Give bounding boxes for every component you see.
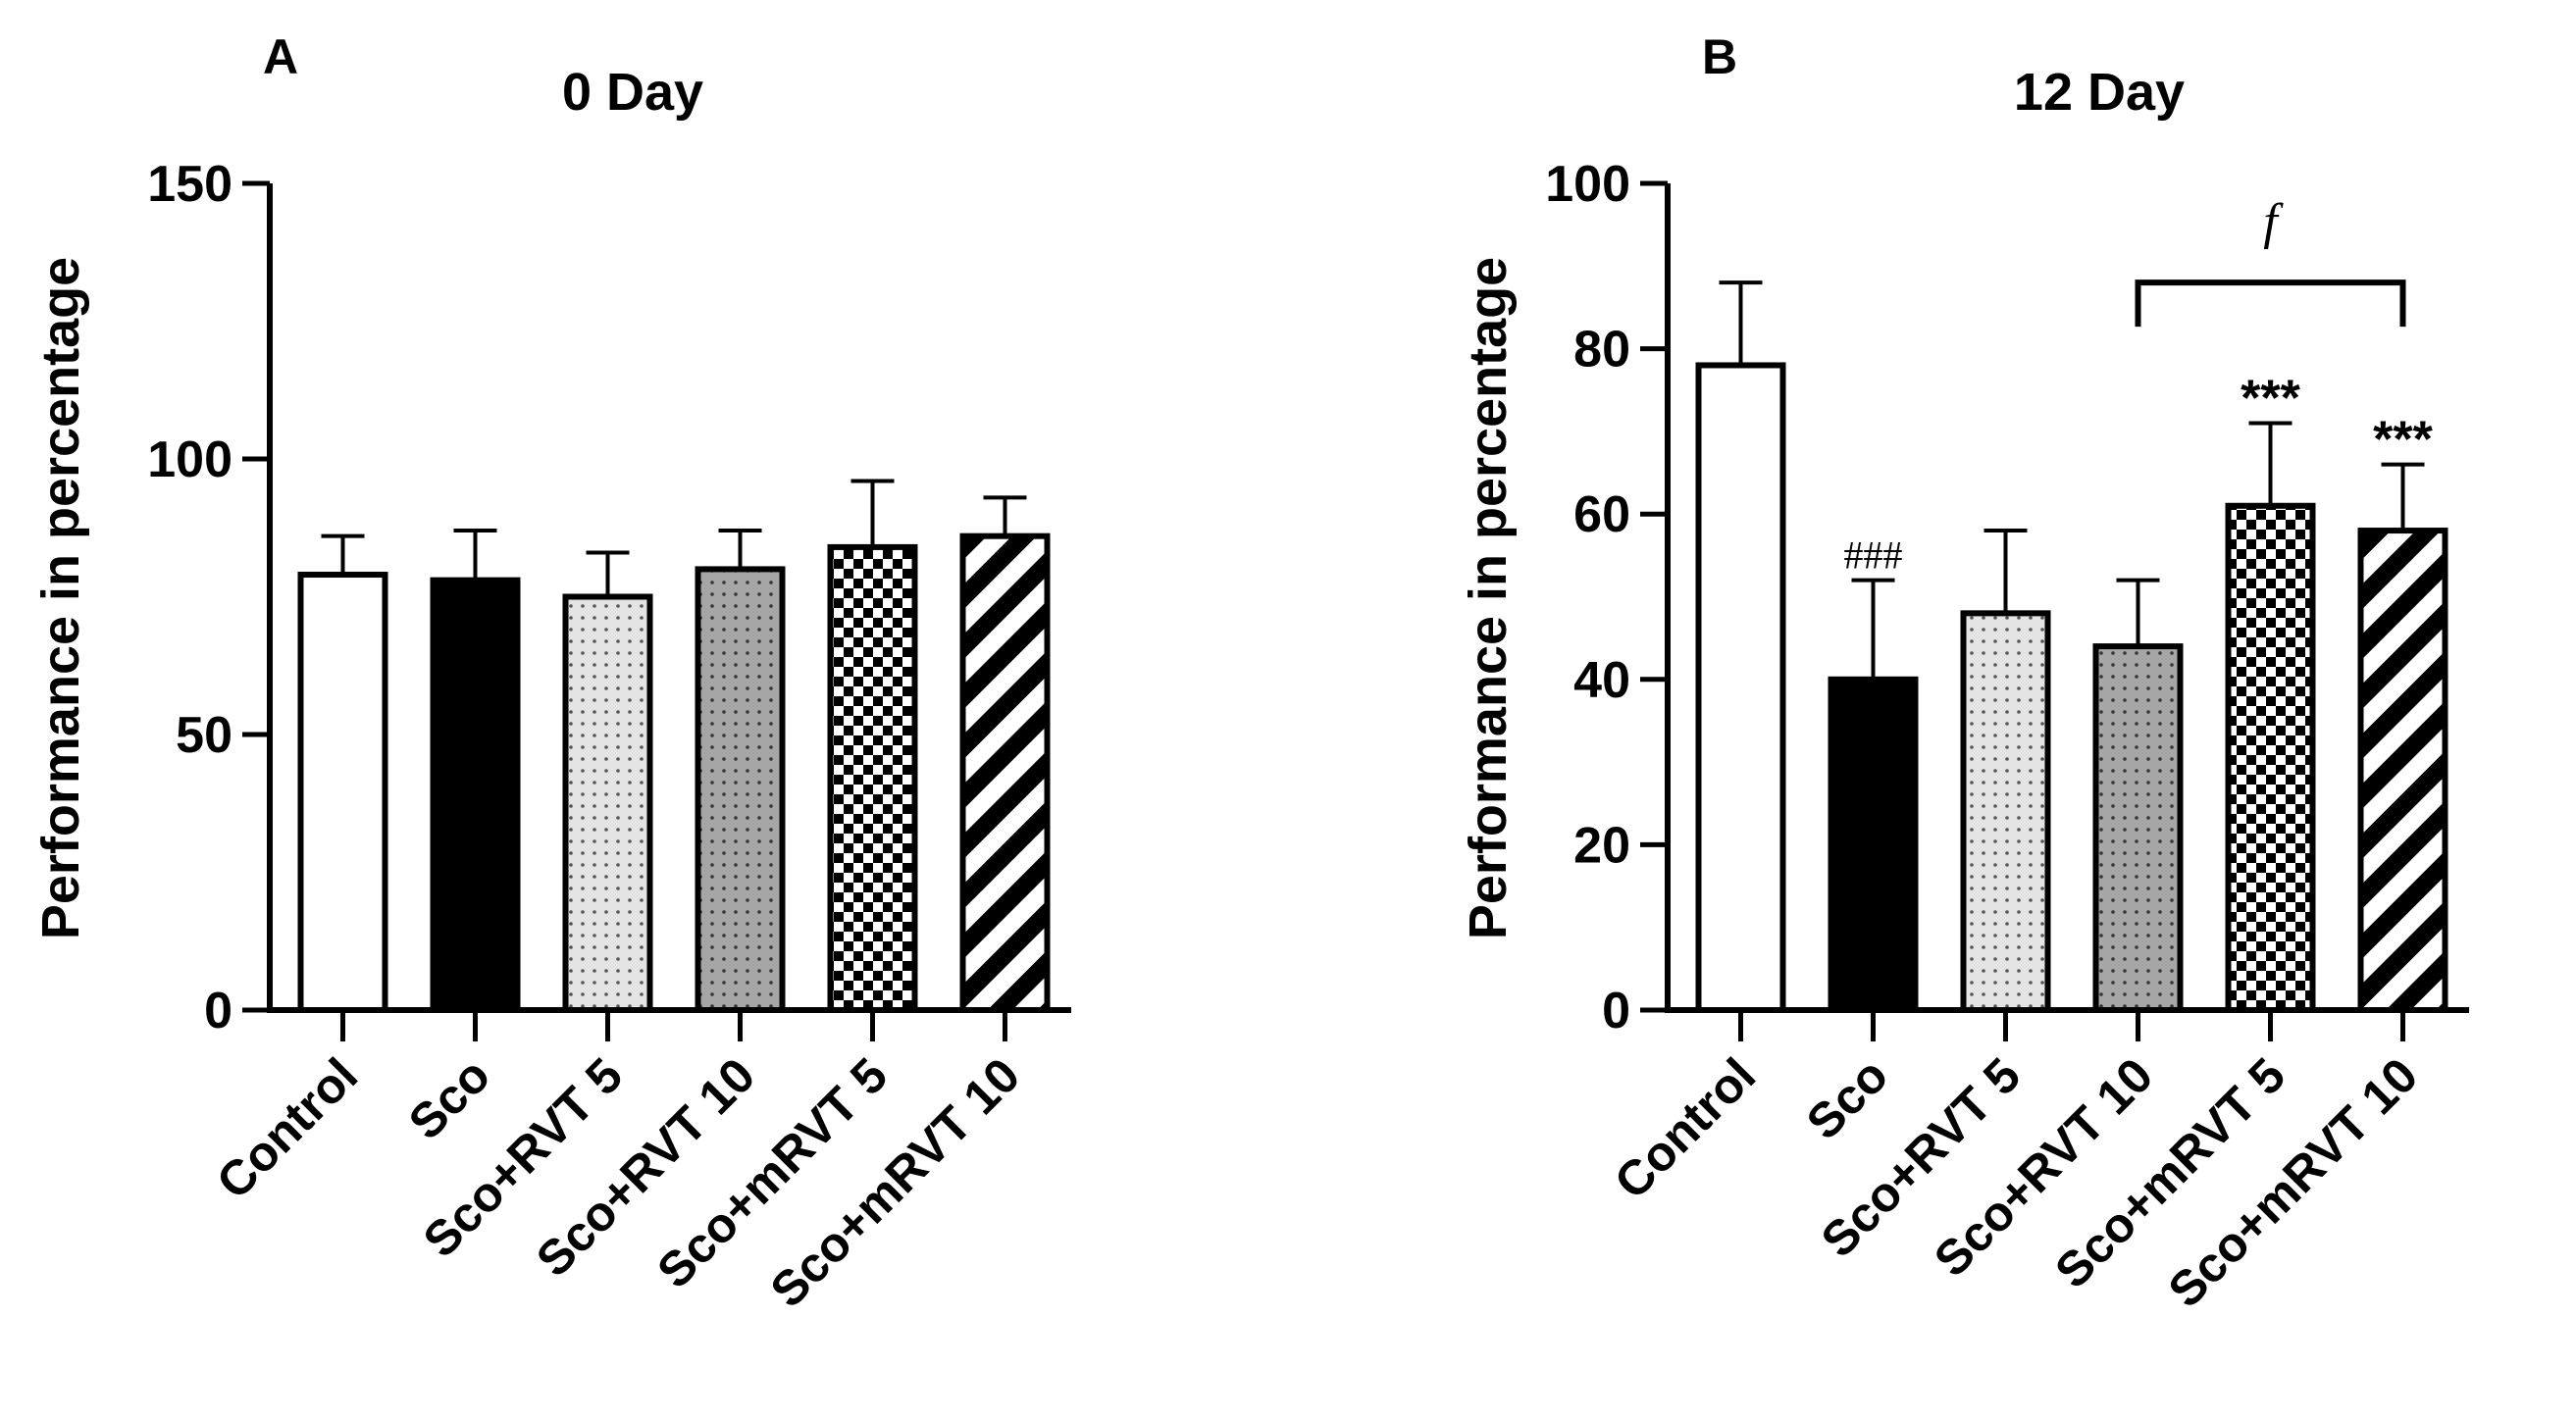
x-tick-label: Sco+mRVT 5	[2044, 1047, 2295, 1298]
y-tick-label: 50	[176, 707, 232, 764]
bar	[562, 593, 653, 1013]
chart-title: 12 Day	[2014, 63, 2185, 122]
chart-title: 0 Day	[562, 63, 703, 122]
y-axis-label: Performance in percentage	[31, 257, 90, 939]
panel-label: B	[1702, 29, 1737, 84]
bar	[1960, 610, 2051, 1013]
y-tick-label: 0	[204, 983, 232, 1039]
panel-label: A	[263, 29, 298, 84]
x-tick-label: Sco	[398, 1047, 500, 1149]
y-tick-label: 20	[1573, 817, 1630, 874]
bar	[2225, 502, 2316, 1013]
bracket-label: f	[2263, 194, 2284, 250]
y-tick-label: 150	[147, 156, 232, 213]
bar	[297, 572, 388, 1014]
y-tick-label: 80	[1573, 322, 1630, 379]
significance-label: ***	[2373, 412, 2433, 469]
x-tick-label: Sco	[1796, 1047, 1898, 1149]
y-tick-label: 60	[1573, 486, 1630, 543]
y-tick-label: 100	[1545, 156, 1630, 213]
x-tick-label: Sco+mRVT 5	[646, 1047, 898, 1298]
panel-b: B 12 Day Performance in percentage ### **…	[1459, 29, 2469, 1318]
y-tick-label: 40	[1573, 652, 1630, 709]
significance-label: ###	[1844, 533, 1903, 578]
bar	[959, 532, 1051, 1013]
bar	[430, 577, 521, 1013]
bar	[2092, 643, 2184, 1014]
comparison-bracket	[2135, 279, 2406, 328]
panel-a: A 0 Day Performance in percentage 0 50 100…	[31, 29, 1071, 1318]
x-tick-label: Control	[206, 1047, 368, 1209]
bar	[1828, 676, 1919, 1013]
bar	[2357, 528, 2448, 1013]
bar	[827, 543, 918, 1013]
y-axis-label: Performance in percentage	[1459, 257, 1518, 939]
bar	[1695, 362, 1786, 1013]
y-tick-label: 0	[1602, 983, 1630, 1039]
significance-label: ***	[2241, 370, 2300, 427]
y-tick-label: 100	[147, 431, 232, 488]
bar	[695, 566, 786, 1014]
x-tick-label: Control	[1604, 1047, 1766, 1209]
